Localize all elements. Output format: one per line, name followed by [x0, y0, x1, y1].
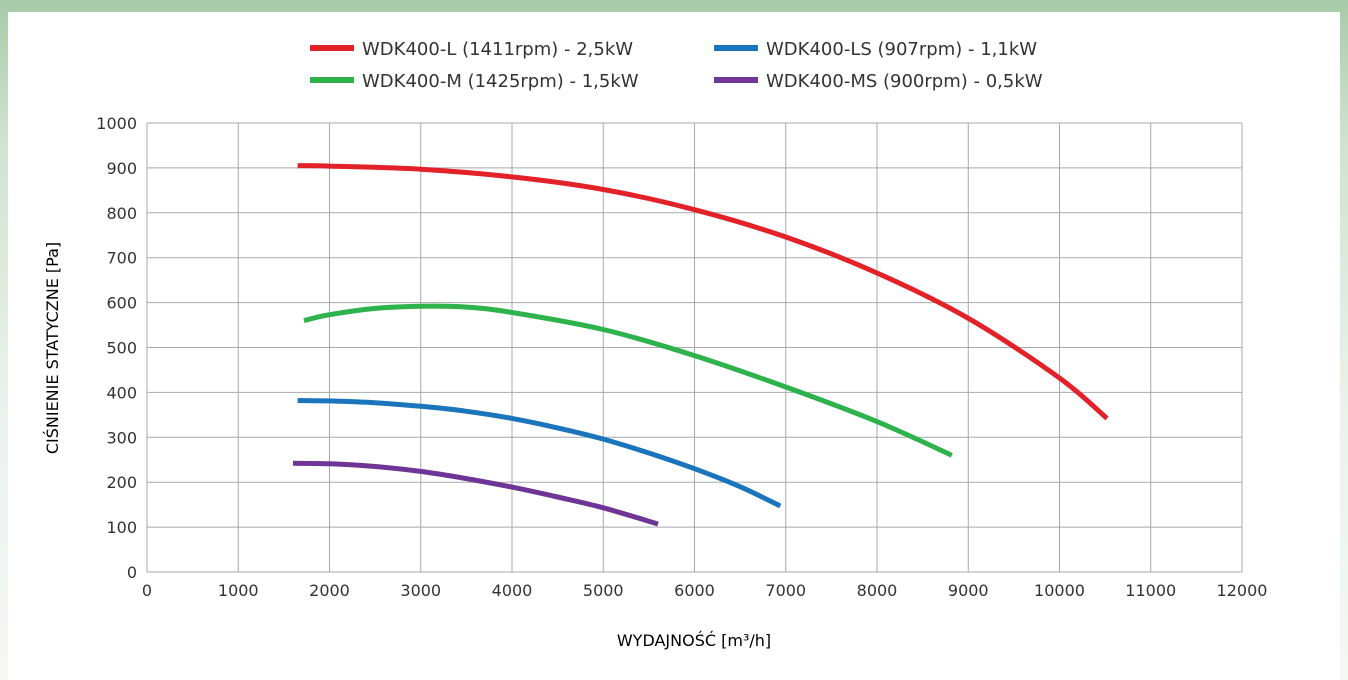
x-tick-label: 12000: [1217, 581, 1268, 600]
grid: [146, 122, 1243, 573]
x-tick-label: 9000: [948, 581, 989, 600]
y-tick-label: 600: [106, 294, 137, 313]
x-tick-label: 3000: [400, 581, 441, 600]
tick-labels: 0 1000 2000 3000 4000 5000 6000 7000 8000 9000 100…: [96, 114, 1267, 600]
y-tick-label: 100: [106, 518, 137, 537]
x-tick-label: 6000: [674, 581, 715, 600]
x-tick-label: 4000: [492, 581, 533, 600]
y-axis-label: CIŚNIENIE STATYCZNE [Pa]: [43, 242, 62, 454]
y-tick-label: 1000: [96, 114, 137, 133]
y-tick-label: 900: [106, 159, 137, 178]
y-tick-label: 0: [127, 563, 137, 582]
x-tick-label: 10000: [1034, 581, 1085, 600]
y-tick-label: 800: [106, 204, 137, 223]
series-line-3: [297, 398, 782, 509]
x-tick-label: 5000: [583, 581, 624, 600]
y-tick-label: 400: [106, 383, 137, 402]
legend-label-1: WDK400-L (1411rpm) - 2,5kW: [362, 39, 633, 60]
series-line-1: [297, 163, 1109, 421]
x-tick-label: 11000: [1125, 581, 1176, 600]
y-tick-label: 200: [106, 473, 137, 492]
x-tick-label: 8000: [857, 581, 898, 600]
legend: WDK400-L (1411rpm) - 2,5kW WDK400-LS (907…: [310, 39, 1043, 92]
y-tick-label: 500: [106, 339, 137, 358]
x-tick-label: 7000: [765, 581, 806, 600]
series-line-2: [303, 303, 953, 458]
legend-label-2: WDK400-M (1425rpm) - 1,5kW: [362, 71, 639, 92]
x-tick-label: 0: [142, 581, 152, 600]
series-line-4: [292, 460, 659, 527]
y-tick-label: 700: [106, 249, 137, 268]
legend-label-4: WDK400-MS (900rpm) - 0,5kW: [766, 71, 1043, 92]
series-curves: [292, 163, 1109, 527]
x-axis-label: WYDAJNOŚĆ [m³/h]: [617, 631, 771, 650]
y-tick-label: 300: [106, 428, 137, 447]
legend-label-3: WDK400-LS (907rpm) - 1,1kW: [766, 39, 1037, 60]
x-tick-label: 1000: [218, 581, 259, 600]
x-tick-label: 2000: [309, 581, 350, 600]
